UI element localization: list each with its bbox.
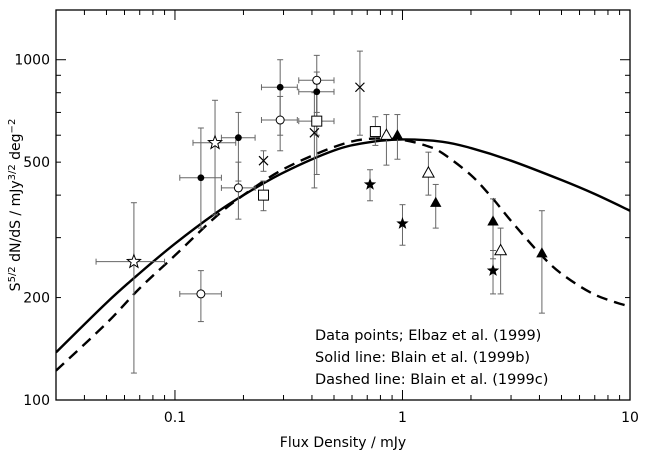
annotation-data-points: Data points; Elbaz et al. (1999) xyxy=(315,328,541,344)
open-triangle-marker xyxy=(494,243,508,256)
open-star-marker xyxy=(125,253,142,269)
open-circle-marker xyxy=(196,289,206,299)
filled-triangle-marker xyxy=(430,196,442,207)
x-cross-marker xyxy=(354,82,365,93)
filled-triangle-marker xyxy=(536,247,548,258)
tick-labels: 0.1 1 10 100 200 500 1000 xyxy=(14,53,639,426)
open-square-marker xyxy=(258,189,270,201)
filled-circle-marker xyxy=(197,174,205,182)
axis-ticks xyxy=(55,10,631,401)
plot-frame xyxy=(55,9,631,401)
y-axis-title-deg: deg xyxy=(8,133,24,164)
filled-circle-marker xyxy=(234,134,242,142)
open-triangle-marker xyxy=(421,165,435,178)
open-square-marker xyxy=(311,115,323,127)
x-tick-label: 10 xyxy=(621,410,639,426)
y-axis-title: S5/2 dN/dS / mJy3/2 deg−2 xyxy=(7,119,25,292)
filled-circle-marker xyxy=(313,88,321,96)
y-tick-label: 1000 xyxy=(14,53,50,69)
open-circle-marker xyxy=(312,75,322,85)
y-axis-title-mjy-exp: 3/2 xyxy=(7,164,18,180)
annotation-dashed-line: Dashed line: Blain et al. (1999c) xyxy=(315,372,548,388)
filled-triangle-marker xyxy=(487,215,499,226)
y-axis-title-mid: dN/dS / mJy xyxy=(8,180,24,266)
y-axis-title-s: S xyxy=(8,282,24,291)
y-tick-label: 500 xyxy=(23,155,50,171)
x-tick-label: 0.1 xyxy=(164,410,186,426)
x-cross-marker xyxy=(258,155,269,166)
annotation-solid-line: Solid line: Blain et al. (1999b) xyxy=(315,350,530,366)
filled-star-marker xyxy=(396,217,409,229)
y-axis-title-deg-exp: −2 xyxy=(7,119,18,134)
filled-circle-marker xyxy=(276,83,284,91)
legend-annotations: Data points; Elbaz et al. (1999) Solid l… xyxy=(315,328,548,388)
filled-star-marker xyxy=(486,264,500,276)
open-square-marker xyxy=(369,126,381,138)
open-star-marker xyxy=(207,134,224,150)
error-bars xyxy=(95,50,545,374)
filled-star-marker xyxy=(363,177,377,190)
y-tick-label: 100 xyxy=(23,393,50,409)
dashed-model-curve xyxy=(56,137,630,372)
y-axis-title-s-exp: 5/2 xyxy=(7,266,18,282)
filled-triangle-marker xyxy=(391,129,404,140)
open-triangle-marker xyxy=(379,128,393,140)
x-tick-label: 1 xyxy=(398,410,407,426)
x-cross-marker xyxy=(309,127,320,138)
open-circle-marker xyxy=(233,183,243,193)
y-tick-label: 200 xyxy=(23,291,50,307)
open-circle-marker xyxy=(275,115,285,125)
solid-model-curve xyxy=(56,138,630,354)
x-axis-title: Flux Density / mJy xyxy=(280,435,406,451)
data-markers xyxy=(125,75,548,299)
